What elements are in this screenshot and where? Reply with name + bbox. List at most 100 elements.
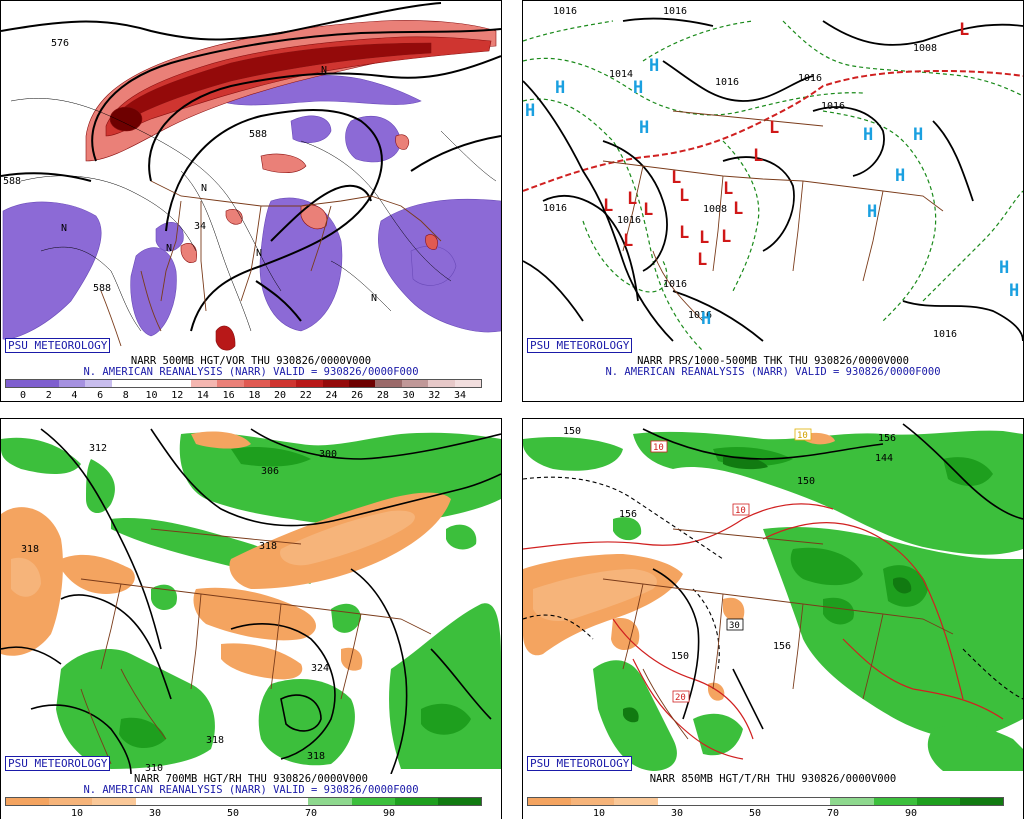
isobar-label: 1016 bbox=[798, 73, 822, 84]
colorbar-swatch bbox=[401, 380, 429, 387]
contour-label: 588 bbox=[3, 176, 21, 187]
low-pressure-marker: L bbox=[603, 196, 613, 216]
panel-850mb-humidity: 150 156 150 156 156 144 150 10 10 10 30 … bbox=[522, 418, 1024, 819]
pressure-map: 1016 1016 1014 1016 1008 1016 1016 1016 … bbox=[523, 6, 1023, 352]
isobar-label: 1016 bbox=[663, 6, 687, 17]
humidity-700mb-map: 312 300 306 318 318 324 318 318 310 bbox=[1, 428, 501, 774]
high-pressure-marker: H bbox=[649, 56, 659, 76]
low-pressure-marker: L bbox=[769, 118, 779, 138]
colorbar-swatch bbox=[322, 380, 350, 387]
psu-meteorology-badge: PSU METEOROLOGY bbox=[5, 338, 111, 353]
psu-meteorology-badge: PSU METEOROLOGY bbox=[527, 338, 633, 353]
colorbar-tick-label: 90 bbox=[904, 808, 918, 819]
colorbar-swatch bbox=[243, 380, 270, 387]
colorbar-swatch bbox=[58, 380, 86, 387]
high-pressure-marker: H bbox=[863, 125, 873, 145]
caption-product: NARR PRS/1000-500MB THK THU 930826/0000V… bbox=[637, 355, 909, 367]
colorbar-swatch bbox=[49, 798, 93, 805]
contour-label: 588 bbox=[249, 129, 267, 140]
colorbar-swatch bbox=[454, 380, 482, 387]
isobar-label: 1008 bbox=[703, 204, 727, 215]
psu-meteorology-badge: PSU METEOROLOGY bbox=[527, 756, 633, 771]
low-pressure-marker: L bbox=[699, 228, 709, 248]
temperature-label: 30 bbox=[729, 621, 740, 631]
height-label: 312 bbox=[89, 443, 107, 454]
height-label: 150 bbox=[797, 476, 815, 487]
colorbar-swatch bbox=[349, 380, 376, 387]
vorticity-label: N bbox=[371, 293, 377, 304]
colorbar-tick-label: 16 bbox=[222, 390, 235, 401]
colorbar-tick-label: 30 bbox=[402, 390, 415, 401]
low-pressure-marker: L bbox=[627, 189, 637, 209]
colorbar bbox=[5, 379, 482, 388]
vorticity-label: 34 bbox=[194, 221, 206, 232]
colorbar-tick-label: 10 bbox=[70, 808, 84, 819]
temperature-label: 10 bbox=[735, 506, 746, 516]
colorbar-swatch bbox=[614, 798, 658, 805]
colorbar-tick-label: 6 bbox=[97, 390, 104, 401]
colorbar-swatch bbox=[351, 798, 395, 805]
isobar-label: 1016 bbox=[933, 329, 957, 340]
colorbar-swatch bbox=[269, 380, 297, 387]
colorbar-tick-label: 22 bbox=[299, 390, 312, 401]
colorbar-swatch bbox=[178, 798, 222, 805]
colorbar-swatch bbox=[308, 798, 352, 805]
colorbar-swatch bbox=[528, 798, 572, 805]
high-pressure-marker: H bbox=[525, 101, 535, 121]
colorbar-swatch bbox=[375, 380, 402, 387]
colorbar-swatch bbox=[830, 798, 874, 805]
colorbar-swatch bbox=[6, 798, 50, 805]
colorbar-swatch bbox=[571, 798, 615, 805]
high-pressure-marker: H bbox=[633, 78, 643, 98]
contour-label: 588 bbox=[93, 283, 111, 294]
colorbar-tick-label: 18 bbox=[248, 390, 261, 401]
high-pressure-marker: H bbox=[913, 125, 923, 145]
isobar-label: 1016 bbox=[553, 6, 577, 17]
colorbar-swatch bbox=[190, 380, 218, 387]
height-label: 318 bbox=[307, 751, 325, 762]
colorbar-swatch bbox=[700, 798, 744, 805]
vorticity-label: N bbox=[166, 243, 172, 254]
colorbar-tick-label: 14 bbox=[196, 390, 209, 401]
colorbar-swatch bbox=[959, 798, 1004, 805]
colorbar-tick-label: 34 bbox=[453, 390, 467, 401]
caption-valid: N. AMERICAN REANALYSIS (NARR) VALID = 93… bbox=[83, 784, 419, 796]
contour-label: 576 bbox=[51, 38, 69, 49]
caption-product: NARR 850MB HGT/T/RH THU 930826/0000V000 bbox=[649, 773, 897, 785]
height-label: 318 bbox=[21, 544, 39, 555]
isobar-label: 1016 bbox=[663, 279, 687, 290]
colorbar-tick-label: 24 bbox=[325, 390, 338, 401]
colorbar-swatch bbox=[135, 798, 179, 805]
caption-valid: N. AMERICAN REANALYSIS (NARR) VALID = 93… bbox=[83, 366, 419, 378]
colorbar-tick-label: 30 bbox=[148, 808, 162, 819]
low-pressure-marker: L bbox=[733, 199, 743, 219]
colorbar-swatch bbox=[394, 798, 438, 805]
height-label: 310 bbox=[145, 763, 163, 774]
low-pressure-marker: L bbox=[723, 179, 733, 199]
colorbar-tick-label: 2 bbox=[45, 390, 52, 401]
colorbar-tick-label: 26 bbox=[351, 390, 364, 401]
isobar-label: 1016 bbox=[715, 77, 739, 88]
high-pressure-marker: H bbox=[1009, 281, 1019, 301]
panel-pressure-thickness: 1016 1016 1014 1016 1008 1016 1016 1016 … bbox=[522, 0, 1024, 402]
high-pressure-marker: H bbox=[639, 118, 649, 138]
colorbar-swatch bbox=[6, 380, 33, 387]
height-label: 318 bbox=[259, 541, 277, 552]
high-pressure-marker: H bbox=[895, 166, 905, 186]
low-pressure-marker: L bbox=[671, 168, 681, 188]
colorbar-tick-label: 10 bbox=[592, 808, 606, 819]
vorticity-label: N bbox=[201, 183, 207, 194]
height-label: 156 bbox=[773, 641, 791, 652]
colorbar-tick-label: 12 bbox=[171, 390, 184, 401]
colorbar-tick-label: 4 bbox=[71, 390, 78, 401]
colorbar-tick-label: 10 bbox=[145, 390, 158, 401]
low-pressure-marker: L bbox=[959, 20, 969, 40]
colorbar-swatch bbox=[111, 380, 138, 387]
high-pressure-marker: H bbox=[867, 202, 877, 222]
colorbar-swatch bbox=[217, 380, 244, 387]
colorbar-swatch bbox=[437, 798, 482, 805]
low-pressure-marker: L bbox=[697, 250, 707, 270]
low-pressure-marker: L bbox=[753, 146, 763, 166]
caption-product: NARR 500MB HGT/VOR THU 930826/0000V000 bbox=[130, 355, 372, 367]
vorticity-label: N bbox=[61, 223, 67, 234]
